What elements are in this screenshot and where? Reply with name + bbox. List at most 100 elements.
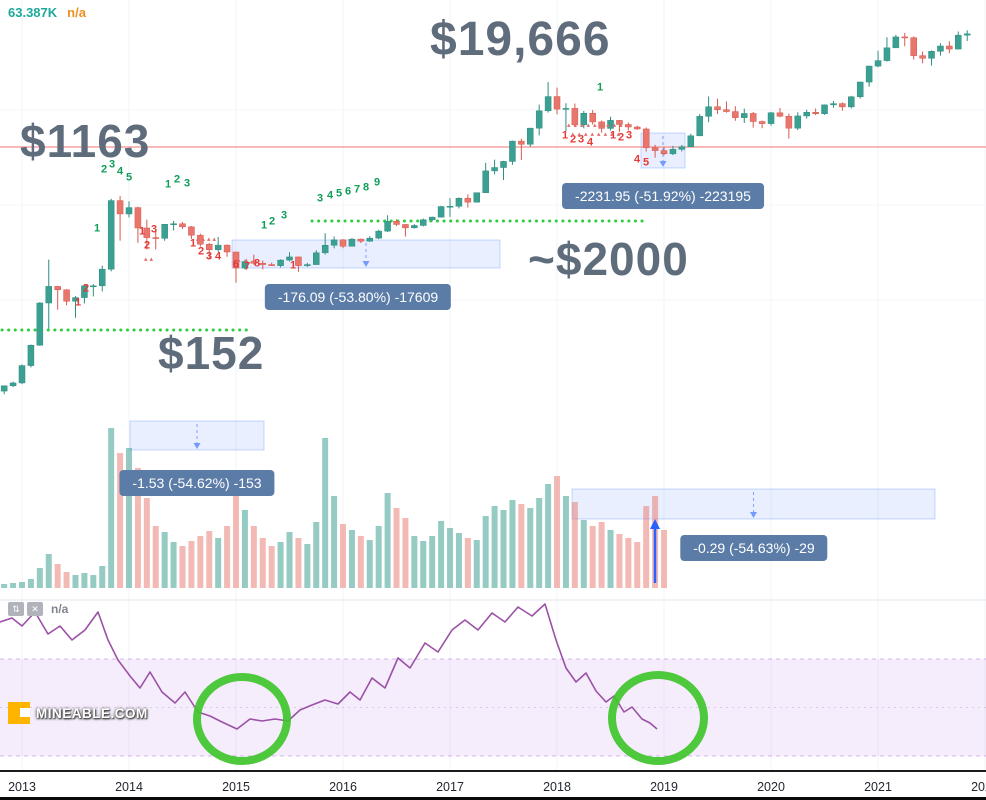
volume-bar xyxy=(170,542,177,588)
volume-bar xyxy=(286,532,293,588)
candle-body xyxy=(259,262,267,265)
candle-body xyxy=(90,285,97,288)
candle-body xyxy=(295,256,302,266)
candle-body xyxy=(18,365,26,384)
candle-body xyxy=(36,302,44,346)
candle-body xyxy=(339,239,347,247)
volume-bar xyxy=(545,484,552,588)
candle-body xyxy=(651,147,659,151)
volume-bar xyxy=(197,536,204,588)
volume-bar xyxy=(384,493,391,588)
candle-body xyxy=(919,55,926,59)
candle-body xyxy=(0,385,8,392)
candle-body xyxy=(268,264,275,266)
candle-body xyxy=(571,108,579,126)
volume-bar xyxy=(554,476,561,588)
candle-body xyxy=(767,112,775,124)
candle-body xyxy=(232,251,240,269)
candle-body xyxy=(910,37,917,56)
candle-body xyxy=(509,140,516,162)
volume-bar xyxy=(322,438,329,588)
year-label: 2016 xyxy=(329,780,357,794)
candle-body xyxy=(491,167,498,172)
candle-body xyxy=(776,112,784,117)
measure-arrow-head xyxy=(193,443,201,449)
highlight-circle[interactable] xyxy=(608,671,708,765)
candle-body xyxy=(535,110,543,129)
measure-arrow-head xyxy=(750,512,757,518)
main-series-legend[interactable]: 63.387K n/a xyxy=(8,5,86,20)
candle-body xyxy=(402,224,409,229)
candle-body xyxy=(714,106,721,110)
highlight-circle[interactable] xyxy=(193,673,291,765)
volume-bar xyxy=(126,448,133,588)
candle-body xyxy=(286,256,293,261)
candle-body xyxy=(330,239,338,246)
volume-bar xyxy=(179,546,186,588)
volume-bar xyxy=(393,508,400,588)
candle-body xyxy=(678,146,686,150)
volume-bar xyxy=(536,498,543,588)
time-axis[interactable]: 2013 2014 2015 2016 2017 2018 2019 2020 2021 2022 xyxy=(0,770,986,800)
volume-bar xyxy=(340,524,347,588)
candle-body xyxy=(928,51,935,59)
candle-body xyxy=(812,112,819,114)
volume-bar xyxy=(598,522,605,588)
measure-up-arrow-head xyxy=(650,519,660,529)
pane-move-button[interactable]: ⇅ xyxy=(8,602,24,616)
pane-close-button[interactable]: ✕ xyxy=(27,602,43,616)
volume-bar xyxy=(81,573,88,588)
volume-bar xyxy=(161,532,168,588)
measure-arrow-head xyxy=(362,261,370,267)
candle-body xyxy=(839,103,846,108)
candle-body xyxy=(116,200,124,215)
candle-body xyxy=(874,60,882,67)
candle-body xyxy=(741,113,748,118)
candle-body xyxy=(366,237,374,242)
volume-bar xyxy=(233,470,240,588)
volume-bar xyxy=(117,453,124,588)
volume-bar xyxy=(464,538,471,588)
legend-na-value: n/a xyxy=(67,5,86,20)
candle-body xyxy=(393,221,400,225)
candle-body xyxy=(848,96,855,108)
year-label: 2017 xyxy=(436,780,464,794)
volume-bar xyxy=(348,530,355,588)
candle-body xyxy=(687,135,695,147)
candle-body xyxy=(437,206,445,218)
year-label: 2021 xyxy=(864,780,892,794)
volume-bar xyxy=(509,500,516,588)
volume-series xyxy=(1,428,668,588)
volume-bar xyxy=(616,534,623,588)
indicator-line xyxy=(0,603,658,730)
candle-body xyxy=(81,285,88,298)
candle-body xyxy=(946,45,953,50)
candle-body xyxy=(348,238,356,247)
candle-body xyxy=(963,33,971,36)
candle-body xyxy=(420,219,427,226)
candle-body xyxy=(553,96,561,110)
candle-body xyxy=(634,126,641,130)
volume-bar xyxy=(580,520,587,588)
candle-body xyxy=(527,127,534,145)
year-label: 2020 xyxy=(757,780,785,794)
volume-bar xyxy=(134,468,141,588)
volume-bar xyxy=(215,538,222,588)
candle-body xyxy=(27,344,35,366)
candle-body xyxy=(304,264,311,266)
candle-body xyxy=(705,106,712,117)
candle-body xyxy=(321,244,329,254)
volume-bar xyxy=(589,526,596,588)
candle-body xyxy=(107,200,115,270)
measure-arrow-head xyxy=(659,161,667,167)
volume-bar xyxy=(72,575,79,588)
candle-body xyxy=(473,192,481,203)
candle-body xyxy=(99,268,106,287)
volume-bar xyxy=(224,526,231,588)
candle-body xyxy=(803,112,810,117)
candle-body xyxy=(357,238,365,242)
candle-body xyxy=(214,244,222,251)
candle-body xyxy=(696,116,703,137)
